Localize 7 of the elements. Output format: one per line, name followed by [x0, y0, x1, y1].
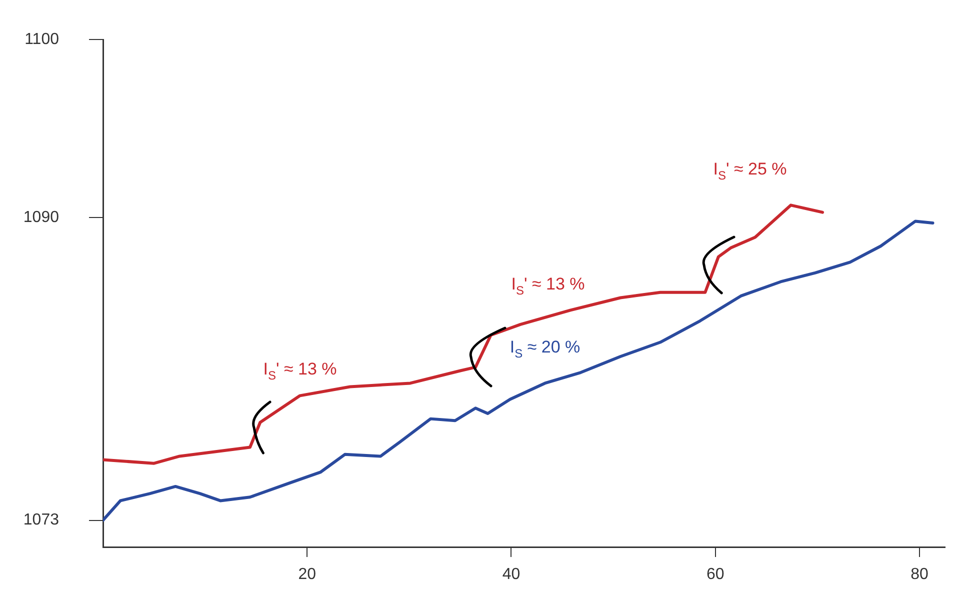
x-tick-label: 20 — [298, 566, 316, 584]
x-tick-label: 60 — [706, 566, 724, 584]
x-tick-label: 40 — [502, 566, 520, 584]
y-tick-label: 1090 — [23, 209, 60, 226]
y-tick-label: 1100 — [24, 31, 60, 48]
x-tick-label: 80 — [910, 566, 928, 584]
y-tick-label: 1073 — [23, 512, 60, 529]
